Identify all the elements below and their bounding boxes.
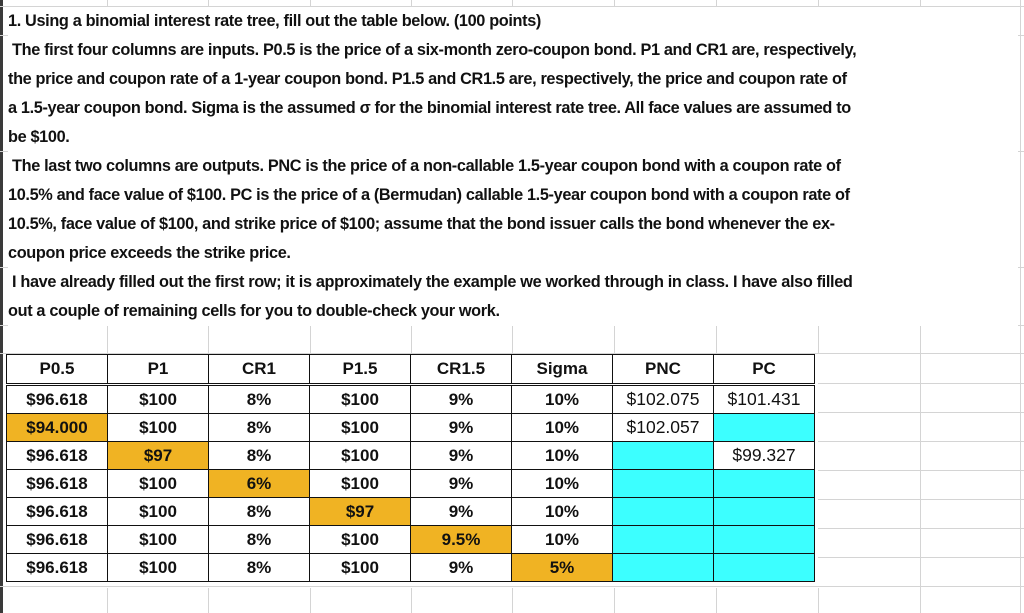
paragraph-line: be $100. [8,128,70,146]
window-left-edge [0,0,3,613]
cell-cr1[interactable]: 8% [208,497,310,526]
table-row: $96.618 $100 8% $100 9% 10% $102.075 $10… [6,384,815,414]
cell-p1[interactable]: $100 [107,525,209,554]
instructions-note: I have already filled out the first row;… [8,268,1018,326]
table-row: $96.618 $97 8% $100 9% 10% $99.327 [6,441,815,470]
cell-pc[interactable] [713,469,815,498]
header-p1[interactable]: P1 [107,354,209,386]
cell-p15[interactable]: $100 [309,525,411,554]
header-p15[interactable]: P1.5 [309,354,411,386]
cell-pnc[interactable] [612,441,714,470]
table-row: $96.618 $100 6% $100 9% 10% [6,469,815,498]
cell-p05[interactable]: $96.618 [6,497,108,526]
cell-sigma[interactable]: 5% [511,553,613,582]
cell-p1[interactable]: $100 [107,553,209,582]
cell-cr15[interactable]: 9.5% [410,525,512,554]
cell-pc[interactable]: $101.431 [713,384,815,414]
bond-pricing-table: P0.5 P1 CR1 P1.5 CR1.5 Sigma PNC PC $96.… [6,354,815,582]
question-title-text: 1. Using a binomial interest rate tree, … [8,12,541,30]
cell-pc[interactable] [713,525,815,554]
cell-sigma[interactable]: 10% [511,384,613,414]
cell-cr1[interactable]: 8% [208,384,310,414]
cell-pc[interactable] [713,497,815,526]
cell-pnc[interactable]: $102.075 [612,384,714,414]
cell-p05[interactable]: $96.618 [6,384,108,414]
paragraph-line: The first four columns are inputs. P0.5 … [12,41,857,59]
header-sigma[interactable]: Sigma [511,354,613,386]
cell-pc[interactable] [713,413,815,442]
cell-p15[interactable]: $100 [309,553,411,582]
cell-cr15[interactable]: 9% [410,497,512,526]
cell-p05[interactable]: $96.618 [6,469,108,498]
cell-p1[interactable]: $100 [107,497,209,526]
paragraph-line: out a couple of remaining cells for you … [8,302,500,320]
cell-pnc[interactable] [612,497,714,526]
cell-sigma[interactable]: 10% [511,525,613,554]
cell-p15[interactable]: $100 [309,441,411,470]
cell-cr15[interactable]: 9% [410,469,512,498]
paragraph-line: 10.5% and face value of $100. PC is the … [8,186,850,204]
cell-sigma[interactable]: 10% [511,469,613,498]
cell-cr1[interactable]: 8% [208,413,310,442]
paragraph-line: The last two columns are outputs. PNC is… [12,157,841,175]
cell-cr15[interactable]: 9% [410,553,512,582]
cell-pc[interactable]: $99.327 [713,441,815,470]
cell-pc[interactable] [713,553,815,582]
outputs-description: The last two columns are outputs. PNC is… [8,152,1018,268]
cell-pnc[interactable] [612,525,714,554]
paragraph-line: coupon price exceeds the strike price. [8,244,291,262]
cell-p1[interactable]: $100 [107,384,209,414]
cell-pnc[interactable] [612,553,714,582]
cell-p1[interactable]: $100 [107,413,209,442]
cell-cr15[interactable]: 9% [410,413,512,442]
header-pnc[interactable]: PNC [612,354,714,386]
cell-sigma[interactable]: 10% [511,497,613,526]
table-row: $96.618 $100 8% $97 9% 10% [6,497,815,526]
cell-cr15[interactable]: 9% [410,441,512,470]
cell-p05[interactable]: $96.618 [6,525,108,554]
header-p05[interactable]: P0.5 [6,354,108,386]
cell-p05[interactable]: $96.618 [6,553,108,582]
table-header-row: P0.5 P1 CR1 P1.5 CR1.5 Sigma PNC PC [6,354,815,386]
cell-p15[interactable]: $100 [309,469,411,498]
cell-p15[interactable]: $100 [309,413,411,442]
cell-pnc[interactable] [612,469,714,498]
header-cr15[interactable]: CR1.5 [410,354,512,386]
paragraph-line: I have already filled out the first row;… [12,273,853,291]
paragraph-line: 10.5%, face value of $100, and strike pr… [8,215,835,233]
cell-cr15[interactable]: 9% [410,384,512,414]
paragraph-line: the price and coupon rate of a 1-year co… [8,70,847,88]
question-title: 1. Using a binomial interest rate tree, … [8,7,1018,36]
header-cr1[interactable]: CR1 [208,354,310,386]
cell-sigma[interactable]: 10% [511,413,613,442]
cell-pnc[interactable]: $102.057 [612,413,714,442]
cell-p15[interactable]: $100 [309,384,411,414]
cell-sigma[interactable]: 10% [511,441,613,470]
table-row: $96.618 $100 8% $100 9.5% 10% [6,525,815,554]
table-row: $96.618 $100 8% $100 9% 5% [6,553,815,582]
paragraph-line: a 1.5-year coupon bond. Sigma is the ass… [8,99,851,117]
inputs-description: The first four columns are inputs. P0.5 … [8,36,1018,152]
header-pc[interactable]: PC [713,354,815,386]
cell-cr1[interactable]: 8% [208,441,310,470]
cell-cr1[interactable]: 6% [208,469,310,498]
cell-p1[interactable]: $97 [107,441,209,470]
cell-p15[interactable]: $97 [309,497,411,526]
cell-p05[interactable]: $96.618 [6,441,108,470]
cell-p05[interactable]: $94.000 [6,413,108,442]
cell-cr1[interactable]: 8% [208,553,310,582]
cell-cr1[interactable]: 8% [208,525,310,554]
table-row: $94.000 $100 8% $100 9% 10% $102.057 [6,413,815,442]
cell-p1[interactable]: $100 [107,469,209,498]
